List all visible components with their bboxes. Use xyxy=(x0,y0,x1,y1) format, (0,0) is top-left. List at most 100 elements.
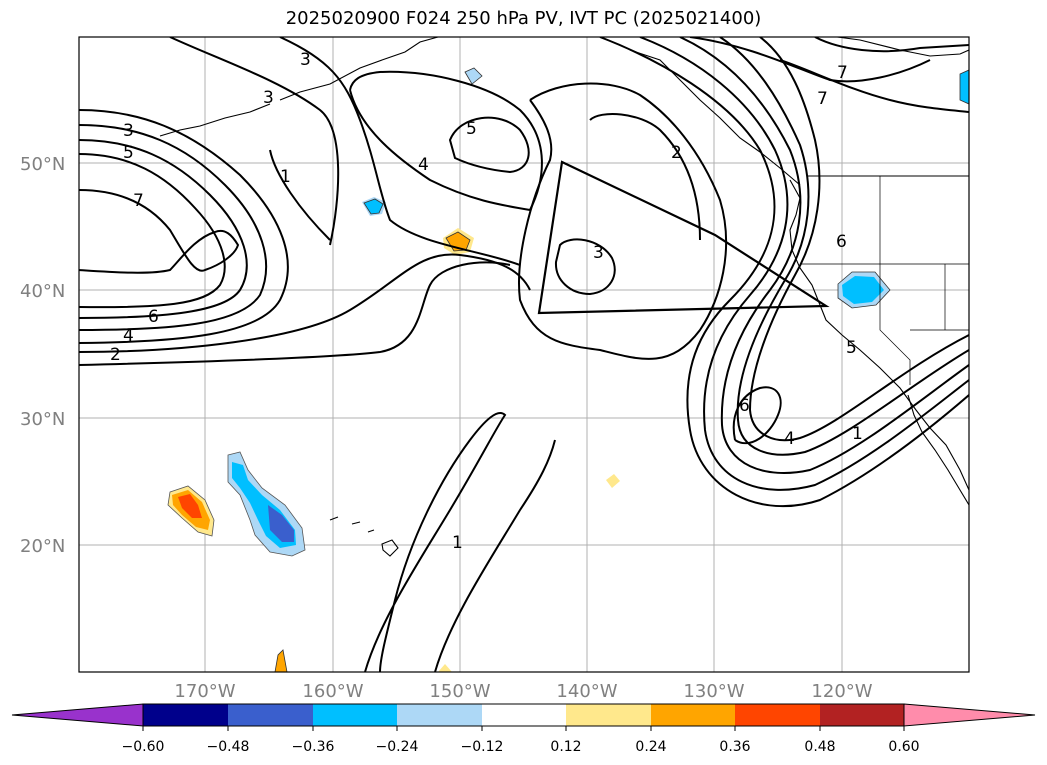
colorbar-tick-label: −0.48 xyxy=(207,739,250,755)
contour-label: 6 xyxy=(836,232,847,252)
contour-south-1 xyxy=(364,412,507,672)
pv-anomaly-fills xyxy=(167,67,969,672)
contour-label: 2 xyxy=(110,345,121,365)
colorbar-segment xyxy=(735,704,820,726)
colorbar-segment xyxy=(228,704,313,726)
contour-west-5 xyxy=(79,189,240,274)
fill-blob-positive-inner xyxy=(178,494,202,518)
fill-blob-positive-bottom2 xyxy=(438,664,452,672)
lat-label-40: 40°N xyxy=(20,281,65,302)
contour-label: 1 xyxy=(852,424,863,444)
lat-label-30: 30°N xyxy=(20,409,65,430)
contour-east-3 xyxy=(679,37,969,474)
contour-east-5 xyxy=(748,37,969,442)
contour-label: 4 xyxy=(784,429,795,449)
contour-label: 3 xyxy=(263,88,274,108)
contour-label: 6 xyxy=(739,396,750,416)
contour-north-3 xyxy=(349,70,543,212)
contour-labels: 3 3 3 5 7 6 4 2 1 4 5 3 2 7 7 6 5 6 4 1 … xyxy=(110,50,863,553)
colorbar-tick-label: 0.48 xyxy=(804,739,835,755)
contour-north-4 xyxy=(448,116,530,174)
ne-coast xyxy=(833,37,969,57)
fill-blob-positive-tiny xyxy=(606,474,620,488)
latitude-labels: 50°N 40°N 30°N 20°N xyxy=(20,154,65,557)
contour-label: 7 xyxy=(817,89,828,109)
map-frame xyxy=(78,36,970,673)
coastlines xyxy=(159,37,969,557)
lon-label-130w: 130°W xyxy=(683,681,744,702)
contour-central-2 xyxy=(554,238,616,296)
hawaii-islands xyxy=(329,516,399,557)
lat-label-50: 50°N xyxy=(20,154,65,175)
contour-east-9 xyxy=(814,37,969,53)
contour-label: 1 xyxy=(452,533,463,553)
lon-label-120w: 120°W xyxy=(811,681,872,702)
contour-east-7 xyxy=(689,37,931,83)
region-box xyxy=(537,160,830,315)
contour-west-4 xyxy=(79,153,226,309)
contour-label: 5 xyxy=(846,338,857,358)
colorbar-frame xyxy=(142,703,905,727)
canada-bc-coast xyxy=(789,179,969,491)
contour-north-5 xyxy=(269,149,331,241)
colorbar: −0.60 −0.48 −0.36 −0.24 −0.12 0.12 0.24 … xyxy=(11,703,1036,755)
colorbar-tick-label: 0.12 xyxy=(550,739,581,755)
contour-label: 1 xyxy=(280,167,291,187)
contour-east-2 xyxy=(639,37,969,491)
colorbar-tick-label: −0.24 xyxy=(376,739,419,755)
contour-label: 5 xyxy=(466,119,477,139)
lon-label-160w: 160°W xyxy=(302,681,363,702)
contour-label: 5 xyxy=(123,143,134,163)
colorbar-segment xyxy=(651,704,735,726)
contour-west-2 xyxy=(79,124,268,331)
colorbar-segment xyxy=(143,704,228,726)
colorbar-extend-left xyxy=(11,703,144,727)
colorbar-segment xyxy=(397,704,482,726)
colorbar-tick-label: 0.24 xyxy=(635,739,666,755)
lon-label-150w: 150°W xyxy=(429,681,490,702)
colorbar-segment xyxy=(820,704,904,726)
contour-north-1 xyxy=(169,37,340,246)
contour-label: 2 xyxy=(671,143,682,163)
contour-east-1 xyxy=(599,37,969,508)
alaska-panhandle xyxy=(629,49,801,186)
contour-label: 3 xyxy=(123,121,134,141)
colorbar-ticks xyxy=(142,726,905,731)
gridlines xyxy=(79,37,969,672)
contour-label: 4 xyxy=(123,326,134,346)
contour-central-3 xyxy=(589,113,701,241)
contour-west-3 xyxy=(79,139,248,319)
contour-east-6 xyxy=(732,386,782,445)
fill-blob-negative-ne xyxy=(959,69,969,105)
colorbar-extend-right xyxy=(903,703,1036,727)
contour-label: 7 xyxy=(837,63,848,83)
contour-west-6 xyxy=(79,253,531,353)
fill-blob-negative-small-core xyxy=(363,198,384,215)
contour-south-2 xyxy=(434,439,556,672)
colorbar-tick-label: −0.36 xyxy=(292,739,335,755)
colorbar-segment xyxy=(566,704,651,726)
region-polygon xyxy=(537,160,830,315)
fill-blob-positive-bottom xyxy=(274,649,288,672)
colorbar-segment xyxy=(482,704,566,726)
contour-central-1 xyxy=(518,82,728,360)
contour-label: 3 xyxy=(593,243,604,263)
contour-west-7 xyxy=(79,261,511,366)
contour-east-4 xyxy=(719,37,969,456)
contour-west-1 xyxy=(79,109,289,344)
lon-label-140w: 140°W xyxy=(556,681,617,702)
state-boundaries xyxy=(800,176,969,385)
colorbar-tick-label: −0.60 xyxy=(122,739,165,755)
baja-peninsula xyxy=(907,394,969,506)
map-title: 2025020900 F024 250 hPa PV, IVT PC (2025… xyxy=(285,8,762,29)
alaska-coast xyxy=(279,37,439,101)
map-content: 3 3 3 5 7 6 4 2 1 4 5 3 2 7 7 6 5 6 4 1 … xyxy=(79,37,969,672)
contour-east-8 xyxy=(779,59,969,113)
colorbar-tick-label: 0.36 xyxy=(719,739,750,755)
pv-contours xyxy=(79,37,969,672)
lon-label-170w: 170°W xyxy=(174,681,235,702)
contour-label: 3 xyxy=(300,50,311,70)
colorbar-segment xyxy=(313,704,397,726)
contour-north-2 xyxy=(279,37,521,266)
